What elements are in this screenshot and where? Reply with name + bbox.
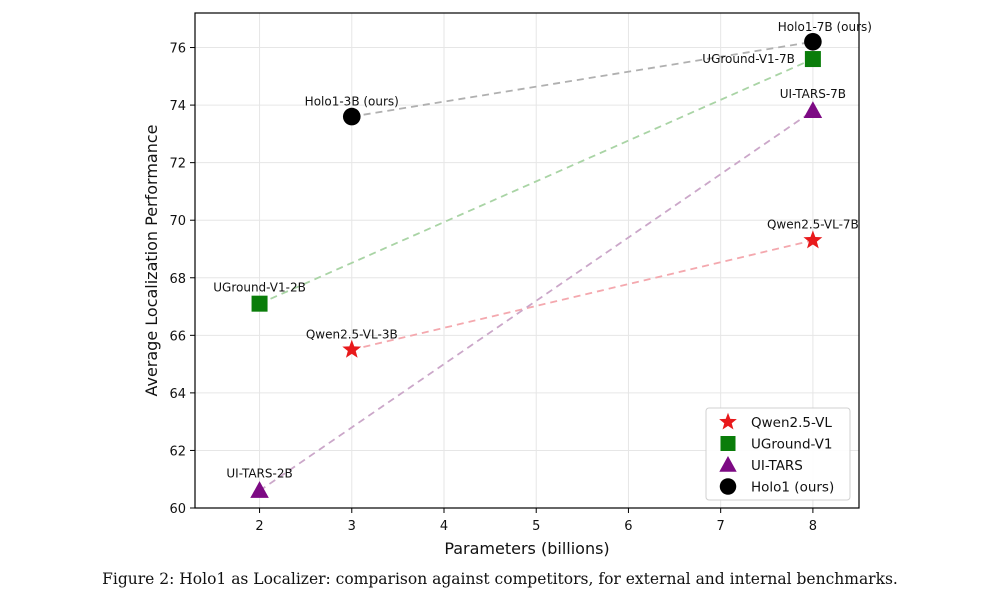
point-label: Holo1-7B (ours)	[778, 20, 872, 34]
x-axis-label: Parameters (billions)	[444, 539, 609, 558]
y-tick-label: 68	[169, 272, 186, 287]
legend-square-icon	[720, 436, 736, 451]
y-axis-ticks: 60 62 64 66 68 70 72 74 76	[169, 42, 195, 517]
x-tick-label: 2	[255, 519, 263, 534]
legend-circle-icon	[719, 478, 737, 495]
legend-label: UI-TARS	[751, 458, 803, 474]
y-tick-label: 64	[169, 387, 186, 402]
legend-label: Qwen2.5-VL	[751, 415, 832, 431]
point-label: UI-TARS-2B	[226, 467, 292, 481]
data-point-circle-marker	[342, 107, 361, 126]
series-line-qwen2-5-vl	[351, 239, 814, 351]
y-tick-label: 72	[169, 157, 186, 172]
legend-box	[705, 407, 851, 501]
x-tick-label: 4	[440, 519, 448, 534]
data-point-triangle-marker	[803, 101, 823, 119]
plot-frame	[194, 12, 860, 509]
series-line-ui-tars	[259, 110, 814, 492]
x-tick-label: 7	[717, 519, 725, 534]
x-tick-label: 5	[532, 519, 540, 534]
data-point-circle-marker	[804, 32, 822, 51]
point-label: Holo1-3B (ours)	[305, 95, 399, 109]
y-tick-label: 74	[169, 99, 186, 114]
legend-triangle-icon	[719, 456, 737, 472]
y-tick-label: 66	[169, 329, 186, 344]
data-point-square-marker	[251, 295, 268, 312]
data-point-star-marker	[342, 339, 362, 358]
point-labels: Qwen2.5-VL-3B Qwen2.5-VL-7B UGround-V1-2B U…	[213, 20, 872, 481]
point-label: UGround-V1-2B	[213, 281, 306, 295]
y-tick-label: 62	[169, 444, 186, 459]
legend-label: UGround-V1	[751, 437, 832, 453]
point-label: Qwen2.5-VL-7B	[767, 217, 859, 231]
x-tick-label: 6	[624, 519, 632, 534]
point-label: UGround-V1-7B	[702, 52, 795, 66]
y-tick-label: 70	[169, 214, 186, 229]
x-tick-label: 8	[809, 519, 817, 534]
legend-star-icon	[719, 412, 737, 430]
figure-caption: Figure 2: Holo1 as Localizer: comparison…	[102, 570, 898, 588]
grid	[195, 13, 859, 509]
x-tick-label: 3	[348, 519, 356, 534]
legend-label: Holo1 (ours)	[751, 480, 834, 496]
legend: Qwen2.5-VL UGround-V1 UI-TARS Holo1 (ours)	[705, 407, 851, 501]
y-tick-label: 60	[169, 502, 186, 517]
x-axis-ticks: 2 3 4 5 6 7 8	[255, 508, 817, 534]
data-point-triangle-marker	[250, 481, 269, 498]
series-line-uground-v1	[259, 58, 814, 305]
point-label: Qwen2.5-VL-3B	[306, 328, 398, 342]
y-tick-label: 76	[169, 42, 186, 57]
data-point-square-marker	[804, 51, 821, 68]
y-axis-label: Average Localization Performance	[142, 124, 161, 396]
chart: 2 3 4 5 6 7 8 60 62 64 66 68 70 72 74 76 Qwen2.5-VL-3B…	[142, 12, 872, 558]
series-lines	[259, 40, 814, 492]
point-label: UI-TARS-7B	[780, 87, 846, 101]
data-point-star-marker	[803, 230, 823, 249]
series-line-holo1-ours	[351, 40, 814, 118]
markers	[250, 32, 823, 498]
